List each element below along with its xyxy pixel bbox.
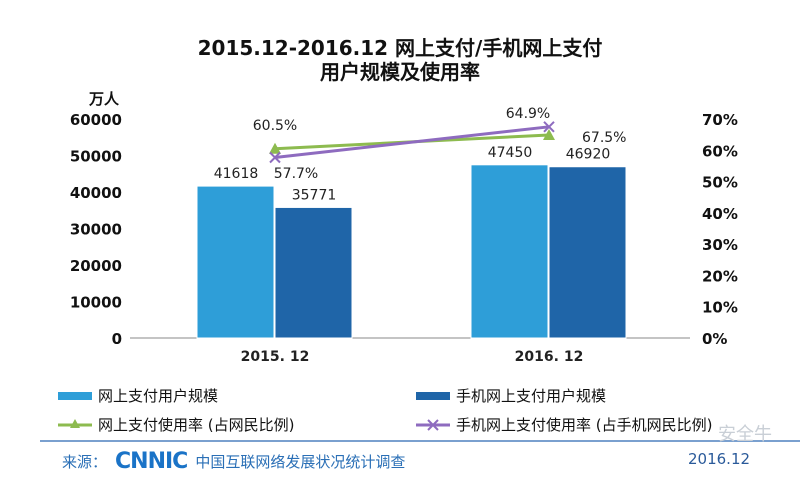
bar <box>470 164 549 339</box>
y2-tick-label: 10% <box>702 299 738 317</box>
watermark: 安全牛 <box>718 424 772 445</box>
y2-tick-label: 50% <box>702 174 738 192</box>
y2-tick-label: 30% <box>702 236 738 254</box>
cross-marker <box>543 121 555 133</box>
y2-tick-label: 70% <box>702 111 738 129</box>
legend-label: 网上支付使用率 (占网民比例) <box>98 416 295 434</box>
y-tick-label: 60000 <box>70 111 122 129</box>
y-axis-label: 万人 <box>88 90 120 108</box>
bar <box>548 166 627 339</box>
bar-value-label: 46920 <box>566 147 611 163</box>
chart-title: 2015.12-2016.12 网上支付/手机网上支付 用户规模及使用率 <box>0 36 800 84</box>
legend-swatch <box>416 391 450 400</box>
legend-swatch <box>58 391 92 400</box>
y-tick-label: 10000 <box>70 294 122 312</box>
y2-tick-label: 40% <box>702 205 738 223</box>
y-tick-label: 0 <box>112 330 122 348</box>
source-label: 来源： <box>62 453 108 471</box>
rate-value-label: 60.5% <box>253 118 297 134</box>
source-text: 中国互联网络发展状况统计调查 <box>195 453 406 471</box>
title-line-2: 用户规模及使用率 <box>320 60 480 84</box>
source-line: 来源： CNNIC 中国互联网络发展状况统计调查 <box>62 449 405 474</box>
legend-label: 手机网上支付用户规模 <box>456 387 607 405</box>
legend-label: 手机网上支付使用率 (占手机网民比例) <box>456 416 713 434</box>
cnnic-logo: CNNIC <box>115 449 188 474</box>
y-tick-label: 50000 <box>70 148 122 166</box>
bar-value-label: 35771 <box>292 187 337 203</box>
x-tick-label: 2016. 12 <box>515 349 584 365</box>
y-tick-label: 30000 <box>70 221 122 239</box>
rate-line <box>274 125 550 159</box>
rate-value-label: 67.5% <box>582 130 626 146</box>
legend-item-mobile-users: 手机网上支付用户规模 <box>416 385 606 406</box>
bar <box>274 206 353 339</box>
y2-tick-label: 20% <box>702 267 738 285</box>
report-date: 2016.12 <box>688 450 751 468</box>
cross-marker <box>269 151 281 164</box>
bar-value-label: 47450 <box>488 145 533 161</box>
bar <box>196 185 275 339</box>
y2-tick-label: 0% <box>702 330 727 348</box>
legend-item-mobile-rate: 手机网上支付使用率 (占手机网民比例) <box>416 414 712 435</box>
bar-value-label: 41618 <box>214 166 259 182</box>
triangle-marker <box>269 142 281 154</box>
triangle-line-icon <box>58 418 92 428</box>
legend-item-online-users: 网上支付用户规模 <box>58 385 218 406</box>
footer-divider <box>40 440 800 442</box>
cross-line-icon <box>416 418 450 431</box>
rate-value-label: 64.9% <box>506 106 550 122</box>
y-tick-label: 20000 <box>70 257 122 275</box>
title-line-1: 2015.12-2016.12 网上支付/手机网上支付 <box>197 36 603 60</box>
x-tick-label: 2015. 12 <box>241 349 310 365</box>
y-tick-label: 40000 <box>70 184 122 202</box>
y2-tick-label: 60% <box>702 142 738 160</box>
rate-value-label: 57.7% <box>274 166 318 182</box>
triangle-marker <box>543 128 555 140</box>
legend-item-online-rate: 网上支付使用率 (占网民比例) <box>58 414 294 435</box>
legend-label: 网上支付用户规模 <box>98 387 219 405</box>
